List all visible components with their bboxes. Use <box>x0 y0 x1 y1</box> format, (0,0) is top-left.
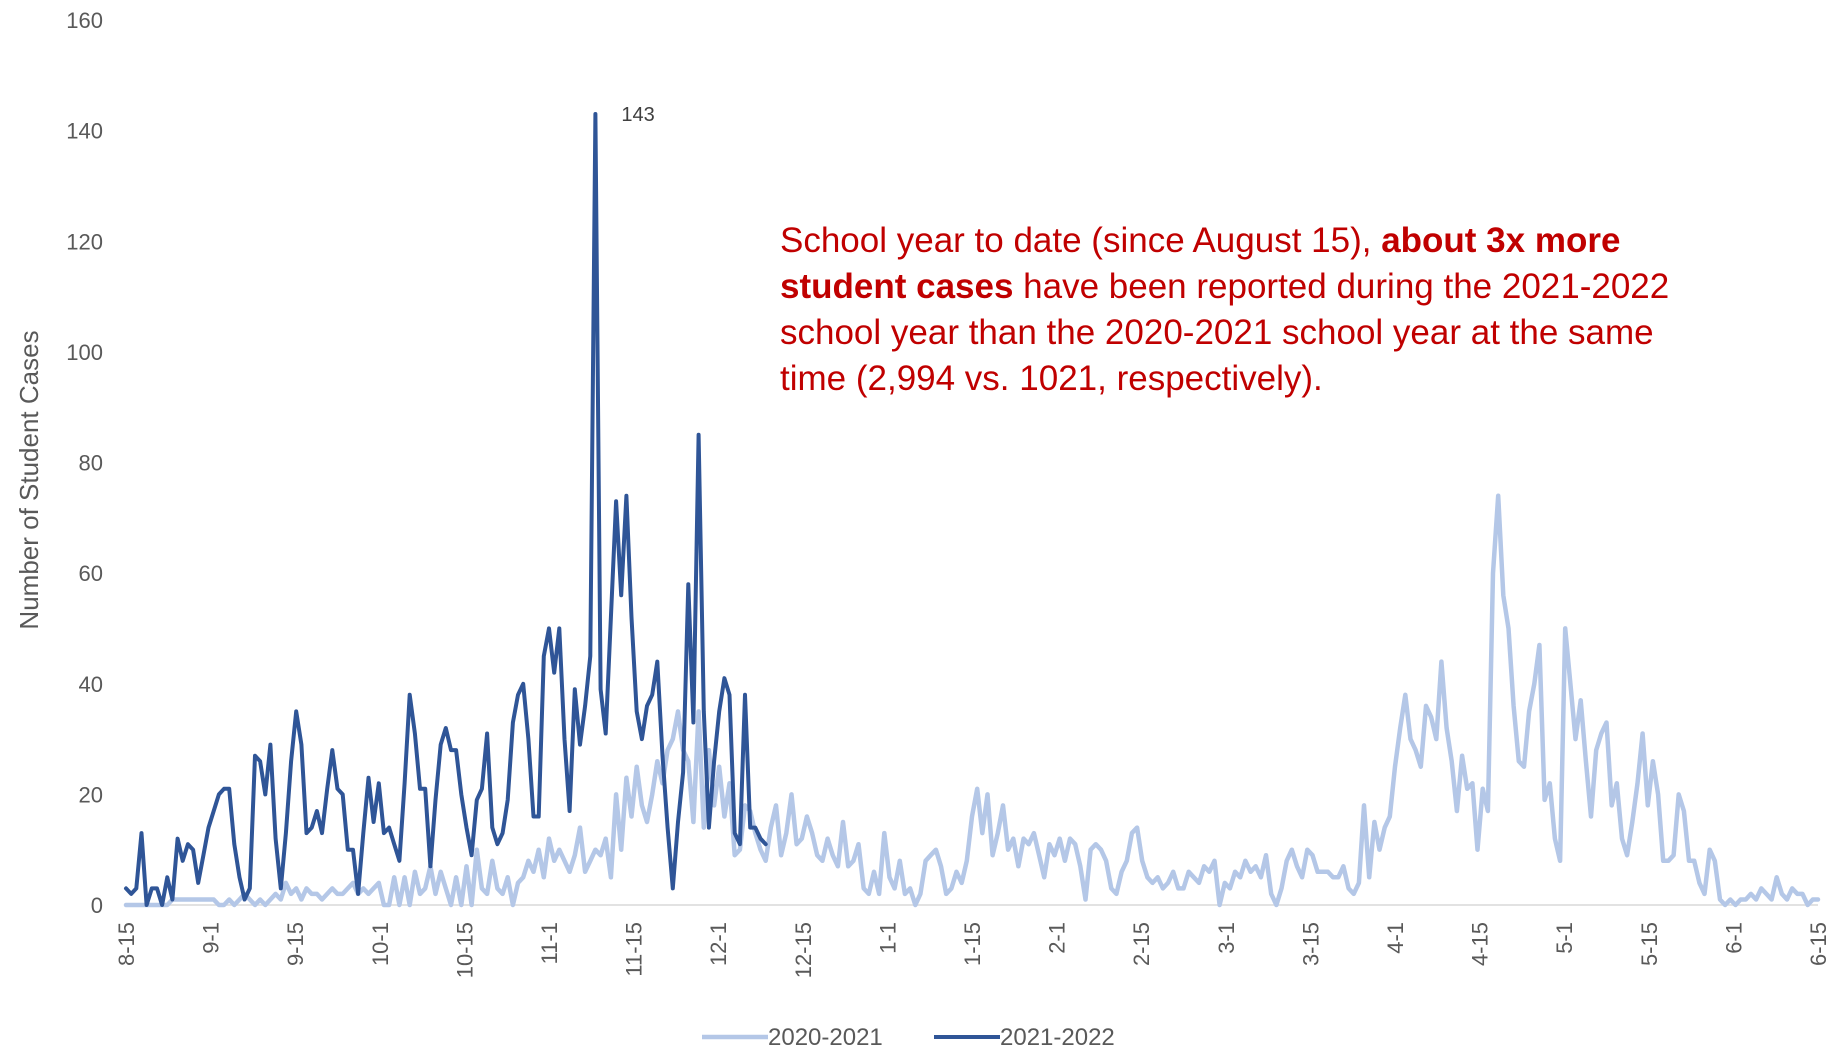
annotation-text-part1: School year to date (since August 15), <box>780 221 1382 260</box>
x-tick-label: 3-1 <box>1214 922 1239 954</box>
y-tick-label: 120 <box>66 229 103 254</box>
legend: 2020-2021 2021-2022 <box>702 1024 1115 1051</box>
y-tick-label: 140 <box>66 119 103 144</box>
annotation-text: School year to date (since August 15), a… <box>780 218 1680 402</box>
legend-entry: 2021-2022 <box>1000 1024 1115 1051</box>
x-tick-label: 1-15 <box>960 922 985 966</box>
y-tick-label: 60 <box>79 561 103 586</box>
x-tick-label: 3-15 <box>1298 922 1323 966</box>
x-tick-label: 4-15 <box>1468 922 1493 966</box>
annotation-text-bold: about 3x more student cases <box>780 221 1621 306</box>
annotation-text-part2: have been reported during the 2021-2022 … <box>780 267 1670 398</box>
x-tick-label: 6-15 <box>1806 922 1831 966</box>
y-axis-label: Number of Student Cases <box>14 330 44 629</box>
x-tick-label: 12-15 <box>791 922 816 978</box>
x-tick-label: 1-1 <box>875 922 900 954</box>
series-layer <box>123 112 1821 908</box>
x-tick-label: 5-1 <box>1552 922 1577 954</box>
data-label: 143 <box>621 104 654 126</box>
x-tick-label: 6-1 <box>1721 922 1746 954</box>
series-line-2020-2021 <box>123 493 1821 908</box>
x-tick-label: 9-15 <box>283 922 308 966</box>
y-tick-label: 20 <box>79 782 103 807</box>
data-labels: 143 <box>621 104 654 126</box>
x-tick-label: 11-1 <box>537 922 562 964</box>
y-tick-label: 160 <box>66 8 103 33</box>
series-line-2021-2022 <box>124 112 768 907</box>
x-tick-label: 10-1 <box>368 922 393 966</box>
x-tick-label: 10-15 <box>452 922 477 978</box>
y-axis: 0 20 40 60 80 100 120 140 160 <box>66 8 103 918</box>
x-tick-label: 5-15 <box>1637 922 1662 966</box>
y-tick-label: 80 <box>79 451 103 476</box>
x-axis: 8-15 9-1 9-15 10-1 10-15 11-1 11-15 12-1 12-15 1-… <box>114 922 1831 978</box>
x-tick-label: 12-1 <box>706 922 731 966</box>
x-tick-label: 9-1 <box>199 922 224 954</box>
y-tick-label: 100 <box>66 340 103 365</box>
x-tick-label: 2-15 <box>1129 922 1154 966</box>
x-tick-label: 8-15 <box>114 922 139 966</box>
legend-entry: 2020-2021 <box>768 1024 883 1051</box>
y-tick-label: 40 <box>79 672 103 697</box>
y-tick-label: 0 <box>91 893 103 918</box>
x-tick-label: 11-15 <box>622 922 647 977</box>
x-tick-label: 4-1 <box>1383 922 1408 954</box>
x-tick-label: 2-1 <box>1045 922 1070 954</box>
